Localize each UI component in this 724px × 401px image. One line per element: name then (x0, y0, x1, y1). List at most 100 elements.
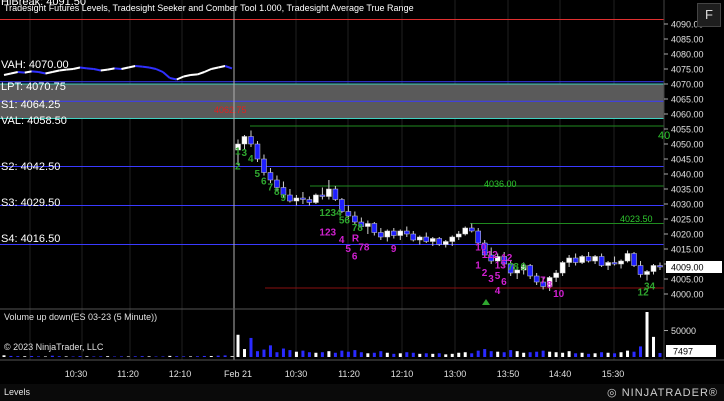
time-tick-label: 15:30 (602, 369, 625, 379)
volume-bar (242, 349, 246, 357)
candle-body (462, 227, 468, 235)
candle-body (430, 238, 436, 242)
candle-body (248, 136, 254, 145)
volume-bar (431, 353, 435, 357)
seeker-mark: 13 (495, 261, 507, 272)
candle-body (365, 223, 371, 227)
tab-levels[interactable]: Levels (4, 387, 31, 397)
volume-bar (209, 356, 213, 357)
prior-bar (86, 67, 94, 70)
candle-body (650, 265, 657, 272)
candle-body (527, 265, 533, 277)
volume-bar (580, 352, 584, 357)
volume-bar (346, 351, 350, 357)
volume-bar (301, 350, 305, 357)
price-axis[interactable]: 4090.00 4085.00 4080.00 4075.00 4070.00 4065.… (663, 0, 722, 360)
price-bars (3, 65, 663, 291)
time-tick-label: 10:30 (285, 369, 308, 379)
price-tick-label: 4030.00 (671, 200, 704, 210)
candle-body (592, 256, 598, 262)
volume-bar (600, 352, 604, 357)
prior-bar (203, 68, 212, 73)
chart-toggle-button[interactable]: F (697, 3, 721, 27)
candle-body (384, 230, 391, 238)
price-tick-label: 4040.00 (671, 170, 704, 180)
prior-bar (155, 68, 164, 73)
volume-bar (541, 350, 545, 357)
seeker-mark: 6 (352, 252, 358, 263)
candle-body (300, 197, 306, 200)
volume-bar (327, 351, 331, 357)
volume-bar (50, 355, 54, 357)
volume-bar (85, 356, 89, 357)
prior-bar (197, 71, 205, 76)
volume-bar (262, 349, 266, 357)
volume-bar (418, 353, 422, 357)
candle-body (352, 215, 358, 223)
volume-bar (528, 352, 532, 357)
prior-bar (114, 67, 122, 70)
prior-bar (224, 65, 233, 70)
volume-bar (652, 336, 656, 357)
seeker-mark: 2 (235, 162, 241, 173)
prior-bar (24, 70, 32, 74)
time-tick-label: 11:20 (117, 369, 139, 379)
price-tick-label: 4020.00 (671, 230, 704, 240)
candle-body (559, 262, 566, 274)
candle-body (378, 232, 384, 238)
volume-bar (78, 356, 82, 357)
volume-bar (23, 356, 27, 357)
volume-bar (119, 356, 123, 357)
candle-body (254, 143, 261, 160)
volume-bar (16, 356, 20, 357)
chart-tab-bar: Levels (0, 384, 724, 401)
seeker-mark: 78 (352, 223, 364, 234)
time-tick-label: 12:10 (169, 369, 192, 379)
seeker-mark: 9 (391, 244, 397, 255)
volume-bar (37, 356, 41, 357)
last-price-label: 4009.00 (671, 263, 704, 273)
volume-bar (340, 350, 344, 357)
seeker-mark: 9 (521, 262, 527, 273)
price-tick-label: 4075.00 (671, 65, 704, 75)
prior-bar (142, 65, 150, 69)
volume-bar (140, 356, 144, 357)
seeker-mark: 112 (482, 250, 499, 261)
prior-bar (17, 71, 25, 74)
prior-bar (135, 65, 143, 68)
candle-body (404, 230, 410, 235)
volume-bar (437, 353, 441, 357)
volume-bar (483, 349, 487, 357)
volume-bar (619, 352, 623, 357)
seeker-mark: 12 (501, 253, 513, 264)
level-label-hibreak: HiBreak: 4091.50 (1, 0, 86, 8)
prior-bar (59, 68, 67, 72)
candle-body (533, 275, 540, 283)
volume-bar (379, 351, 383, 357)
candle-body (572, 257, 579, 263)
prior-bar (211, 66, 219, 70)
volume-bar (398, 353, 402, 357)
volume-bar (587, 353, 591, 357)
candle-body (371, 223, 378, 233)
volume-bar (476, 350, 480, 357)
volume-bar (463, 352, 467, 357)
candle-body (488, 254, 494, 262)
volume-bar (613, 353, 617, 357)
volume-bar (606, 352, 610, 357)
seeker-mark: 10 (475, 243, 487, 254)
time-axis[interactable]: 10:30 11:20 12:10 Feb 21 10:30 11:20 12:10 13:0… (0, 359, 724, 379)
volume-bar (333, 352, 337, 357)
seeker-mark: 4 (248, 154, 254, 165)
volume-bar (470, 353, 474, 357)
seeker-mark: 5 (495, 271, 501, 282)
seeker-mark: 1 (235, 147, 241, 158)
prior-bar (169, 77, 177, 81)
volume-bar (126, 356, 130, 357)
prior-bar (45, 71, 53, 75)
candle-body (579, 256, 585, 263)
volume-bar (161, 356, 165, 357)
volume-bar (353, 350, 357, 357)
